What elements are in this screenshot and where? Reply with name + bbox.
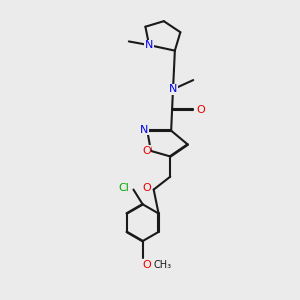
- Text: Cl: Cl: [119, 183, 130, 193]
- Text: O: O: [196, 104, 205, 115]
- Text: N: N: [145, 40, 153, 50]
- Text: O: O: [143, 183, 152, 193]
- Text: N: N: [140, 125, 149, 135]
- Text: O: O: [142, 146, 151, 156]
- Text: N: N: [169, 84, 177, 94]
- Text: O: O: [142, 260, 151, 270]
- Text: CH₃: CH₃: [154, 260, 172, 270]
